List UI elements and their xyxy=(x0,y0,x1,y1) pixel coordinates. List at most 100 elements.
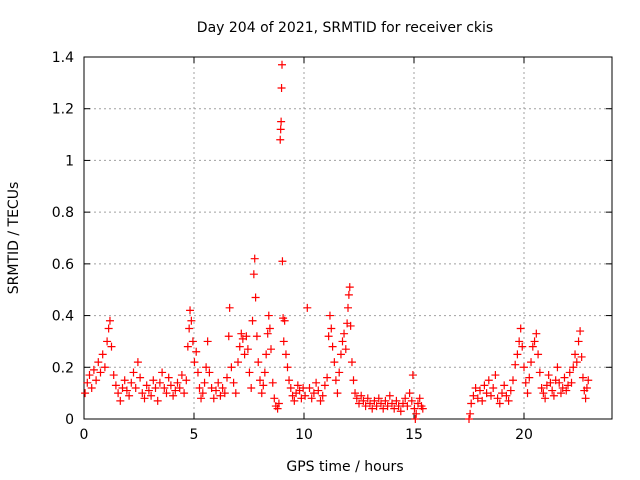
data-point xyxy=(335,368,344,377)
data-point xyxy=(251,293,260,302)
data-point xyxy=(340,329,349,338)
data-point xyxy=(544,371,553,380)
data-point xyxy=(407,396,416,405)
data-point xyxy=(277,117,286,126)
data-point xyxy=(193,368,202,377)
data-point xyxy=(324,332,333,341)
data-point xyxy=(224,332,233,341)
data-point xyxy=(290,396,299,405)
data-point xyxy=(171,386,180,395)
data-point xyxy=(237,329,246,338)
data-point xyxy=(330,358,339,367)
data-point xyxy=(316,396,325,405)
data-point xyxy=(85,371,94,380)
y-tick-label: 1 xyxy=(65,153,74,169)
data-point xyxy=(368,404,377,413)
data-point xyxy=(396,407,405,416)
data-point xyxy=(379,404,388,413)
data-point xyxy=(133,358,142,367)
data-point xyxy=(355,399,363,408)
data-point xyxy=(169,391,178,400)
data-point xyxy=(346,321,355,330)
data-point xyxy=(565,368,574,377)
data-point xyxy=(280,316,289,325)
data-point xyxy=(138,389,147,398)
data-point xyxy=(147,391,156,400)
data-point xyxy=(418,404,427,413)
data-point xyxy=(562,386,571,395)
data-point xyxy=(278,257,287,266)
data-point xyxy=(390,404,399,413)
y-tick-label: 0 xyxy=(65,412,74,428)
data-point xyxy=(345,283,354,292)
plot-frame xyxy=(83,56,613,420)
data-point xyxy=(94,358,103,367)
data-point xyxy=(129,368,138,377)
data-point xyxy=(344,303,352,312)
data-point xyxy=(286,383,295,392)
data-point xyxy=(122,386,131,395)
y-axis-label: SRMTID / TECUs xyxy=(6,182,22,295)
data-point xyxy=(388,399,396,408)
data-point xyxy=(548,386,557,395)
data-point xyxy=(511,360,520,369)
data-point xyxy=(279,337,288,346)
data-point xyxy=(285,376,294,385)
data-point xyxy=(100,363,109,372)
data-point xyxy=(187,316,196,325)
data-point xyxy=(136,373,145,382)
y-tick-label: 1.4 xyxy=(52,50,74,66)
data-point xyxy=(125,391,134,400)
data-point xyxy=(411,415,420,423)
x-axis-label: GPS time / hours xyxy=(286,459,403,475)
data-point xyxy=(116,396,125,405)
data-point xyxy=(177,371,186,380)
data-point xyxy=(103,337,112,346)
data-point xyxy=(574,337,583,346)
data-point xyxy=(415,394,424,403)
data-point xyxy=(158,368,167,377)
data-point xyxy=(314,386,323,395)
data-point xyxy=(240,350,249,359)
data-point xyxy=(216,391,225,400)
data-point xyxy=(478,396,487,405)
data-point xyxy=(263,329,272,338)
data-point xyxy=(225,303,234,312)
data-point xyxy=(260,368,269,377)
data-point xyxy=(553,363,562,372)
data-point xyxy=(399,399,407,408)
data-point xyxy=(377,399,385,408)
data-point xyxy=(273,404,282,413)
data-point xyxy=(283,363,292,372)
data-point xyxy=(408,371,417,380)
data-point xyxy=(487,391,495,400)
data-point xyxy=(361,402,370,411)
data-point xyxy=(173,378,182,387)
data-point xyxy=(381,396,390,405)
data-point xyxy=(105,316,114,325)
data-point xyxy=(331,376,340,385)
data-point xyxy=(140,394,149,403)
data-point xyxy=(528,342,537,351)
data-point xyxy=(127,378,136,387)
y-tick-label: 1.2 xyxy=(52,102,74,118)
data-point xyxy=(195,383,204,392)
data-point xyxy=(513,350,522,359)
data-point xyxy=(466,409,475,418)
tick-labels: 0 5 10 15 20 0 0.2 0.4 0.6 0.8 1 1.2 1.4 xyxy=(52,50,533,443)
data-point xyxy=(252,332,261,341)
y-tick-label: 0.8 xyxy=(52,205,74,221)
data-point xyxy=(498,389,506,398)
data-point xyxy=(144,386,153,395)
data-point xyxy=(89,365,98,374)
data-point xyxy=(160,383,169,392)
data-point xyxy=(473,394,482,403)
data-point xyxy=(312,378,321,387)
data-point xyxy=(328,342,337,351)
data-point xyxy=(534,350,543,359)
data-point xyxy=(385,391,394,400)
data-point xyxy=(527,358,536,367)
data-point xyxy=(405,389,414,398)
data-point xyxy=(518,342,527,351)
